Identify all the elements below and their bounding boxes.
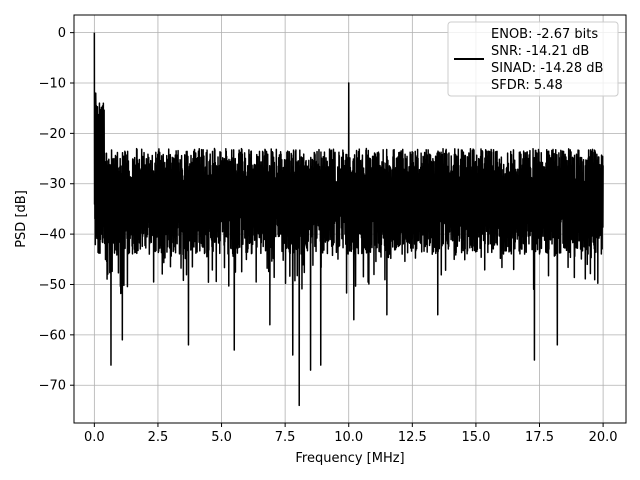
x-tick-label: 20.0 xyxy=(589,430,618,445)
y-tick-label: −40 xyxy=(39,228,66,243)
legend-entry-enob: ENOB: -2.67 bits xyxy=(491,27,598,42)
x-tick-label: 15.0 xyxy=(461,430,490,445)
series-layer xyxy=(93,32,604,407)
x-tick-label: 0.0 xyxy=(84,430,105,445)
x-tick-label: 5.0 xyxy=(211,430,232,445)
x-tick-label: 17.5 xyxy=(525,430,554,445)
y-tick-label: −10 xyxy=(39,77,66,92)
x-tick-label: 12.5 xyxy=(398,430,427,445)
legend-entry-snr: SNR: -14.21 dB xyxy=(491,44,589,59)
y-tick-label: −70 xyxy=(39,379,66,394)
y-axis-label: PSD [dB] xyxy=(14,190,29,248)
legend-entry-sinad: SINAD: -14.28 dB xyxy=(491,61,603,76)
y-tick-label: −30 xyxy=(39,177,66,192)
legend-box xyxy=(447,21,619,97)
x-axis-label: Frequency [MHz] xyxy=(295,451,404,466)
psd-trace-line xyxy=(93,32,604,407)
y-tick-label: 0 xyxy=(58,26,66,41)
y-ticks: 0 −10 −20 −30 −40 −50 −60 −70 xyxy=(39,26,74,394)
legend: ENOB: -2.67 bits SNR: -14.21 dB SINAD: -… xyxy=(447,21,619,97)
x-tick-label: 2.5 xyxy=(148,430,169,445)
y-tick-label: −50 xyxy=(39,278,66,293)
x-ticks: 0.0 2.5 5.0 7.5 10.0 12.5 15.0 17.5 20.0 xyxy=(84,423,618,445)
axes-frame xyxy=(73,14,627,424)
x-tick-label: 10.0 xyxy=(334,430,363,445)
y-tick-label: −60 xyxy=(39,328,66,343)
y-tick-label: −20 xyxy=(39,127,66,142)
x-tick-label: 7.5 xyxy=(275,430,296,445)
legend-entry-sfdr: SFDR: 5.48 xyxy=(491,78,563,93)
